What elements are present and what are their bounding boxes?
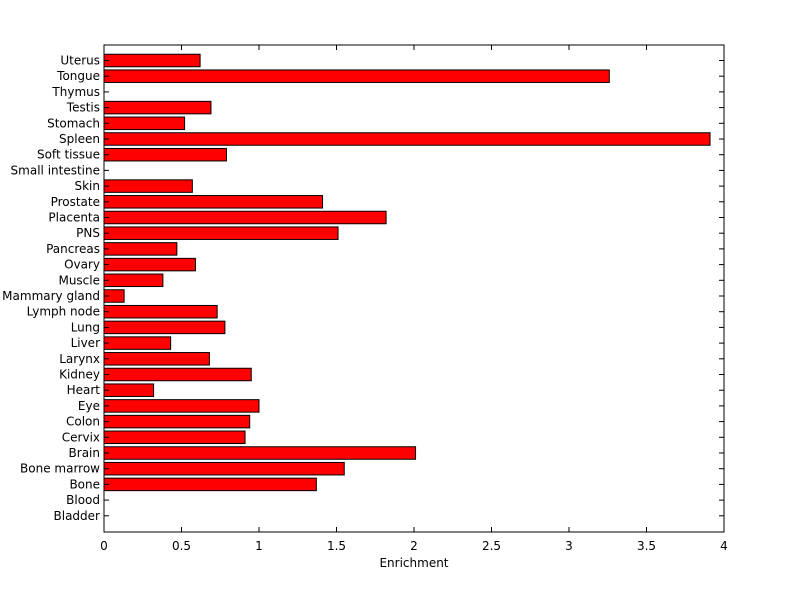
y-tick-label: Prostate	[51, 195, 100, 209]
y-tick-label: Testis	[66, 101, 100, 115]
bar-liver	[103, 336, 172, 350]
y-tick-label: Larynx	[59, 352, 100, 366]
bar-lymph-node	[103, 304, 218, 319]
y-tick-label: Spleen	[59, 132, 100, 146]
x-tick-label: 2	[410, 539, 418, 553]
bar-bone	[103, 477, 317, 492]
x-tick-label: 3	[565, 539, 573, 553]
x-tick-label: 1.5	[327, 539, 346, 553]
y-tick-label: Stomach	[47, 116, 100, 130]
x-tick-label: 1	[255, 539, 263, 553]
y-tick-label: Skin	[74, 179, 100, 193]
bar-eye	[103, 399, 260, 413]
bar-bone-marrow	[103, 461, 345, 476]
y-tick-label: Muscle	[58, 273, 100, 287]
y-tick-label: Pancreas	[46, 242, 100, 256]
bar-colon	[103, 414, 251, 429]
bar-prostate	[103, 195, 324, 209]
bar-brain	[103, 446, 417, 460]
bar-uterus	[103, 53, 201, 68]
bar-kidney	[103, 367, 252, 382]
x-tick-label: 2.5	[482, 539, 501, 553]
x-tick-label: 0.5	[172, 539, 191, 553]
x-ticks-group: 0 0.5 1 1.5 2 2.5 3 3.5 4	[100, 45, 728, 553]
y-tick-label: Eye	[78, 399, 100, 413]
y-tick-label: Small intestine	[11, 163, 100, 177]
y-tick-label: Brain	[69, 446, 100, 460]
y-tick-label: Bone	[69, 477, 100, 491]
bar-lung	[103, 320, 226, 335]
bar-skin	[103, 179, 193, 193]
bar-spleen	[103, 132, 711, 146]
y-tick-label: Heart	[67, 383, 101, 397]
bar-tongue	[103, 69, 610, 83]
bar-stomach	[103, 116, 186, 131]
bar-larynx	[103, 352, 210, 366]
y-tick-label: Lung	[71, 320, 100, 334]
y-tick-label: Liver	[71, 336, 101, 350]
y-tick-label: Uterus	[60, 54, 100, 68]
y-tick-label: Bladder	[54, 509, 101, 523]
y-tick-label: Cervix	[62, 430, 100, 444]
y-tick-label: Lymph node	[27, 305, 100, 319]
plot-frame	[103, 44, 725, 533]
y-tick-label: Blood	[66, 493, 100, 507]
bar-muscle	[103, 273, 164, 288]
bar-placenta	[103, 210, 387, 225]
bar-pns	[103, 226, 339, 240]
bar-pancreas	[103, 242, 178, 256]
x-tick-label: 0	[100, 539, 108, 553]
y-tick-label: PNS	[76, 226, 100, 240]
x-axis-title: Enrichment	[379, 556, 448, 570]
bar-ovary	[103, 257, 196, 272]
y-tick-label: Bone marrow	[20, 462, 100, 476]
bar-soft-tissue	[103, 147, 227, 162]
bar-cervix	[103, 430, 246, 445]
bar-heart	[103, 383, 155, 397]
y-tick-label: Thymus	[51, 85, 100, 99]
y-tick-label: Placenta	[48, 211, 100, 225]
y-tick-label: Colon	[66, 415, 100, 429]
bar-testis	[103, 100, 212, 115]
y-tick-label: Soft tissue	[37, 148, 100, 162]
x-tick-label: 4	[720, 539, 728, 553]
y-tick-label: Kidney	[59, 368, 100, 382]
x-tick-label: 3.5	[637, 539, 656, 553]
y-tick-label: Ovary	[64, 258, 100, 272]
y-tick-label: Tongue	[56, 69, 100, 83]
y-tick-label: Mammary gland	[2, 289, 100, 303]
